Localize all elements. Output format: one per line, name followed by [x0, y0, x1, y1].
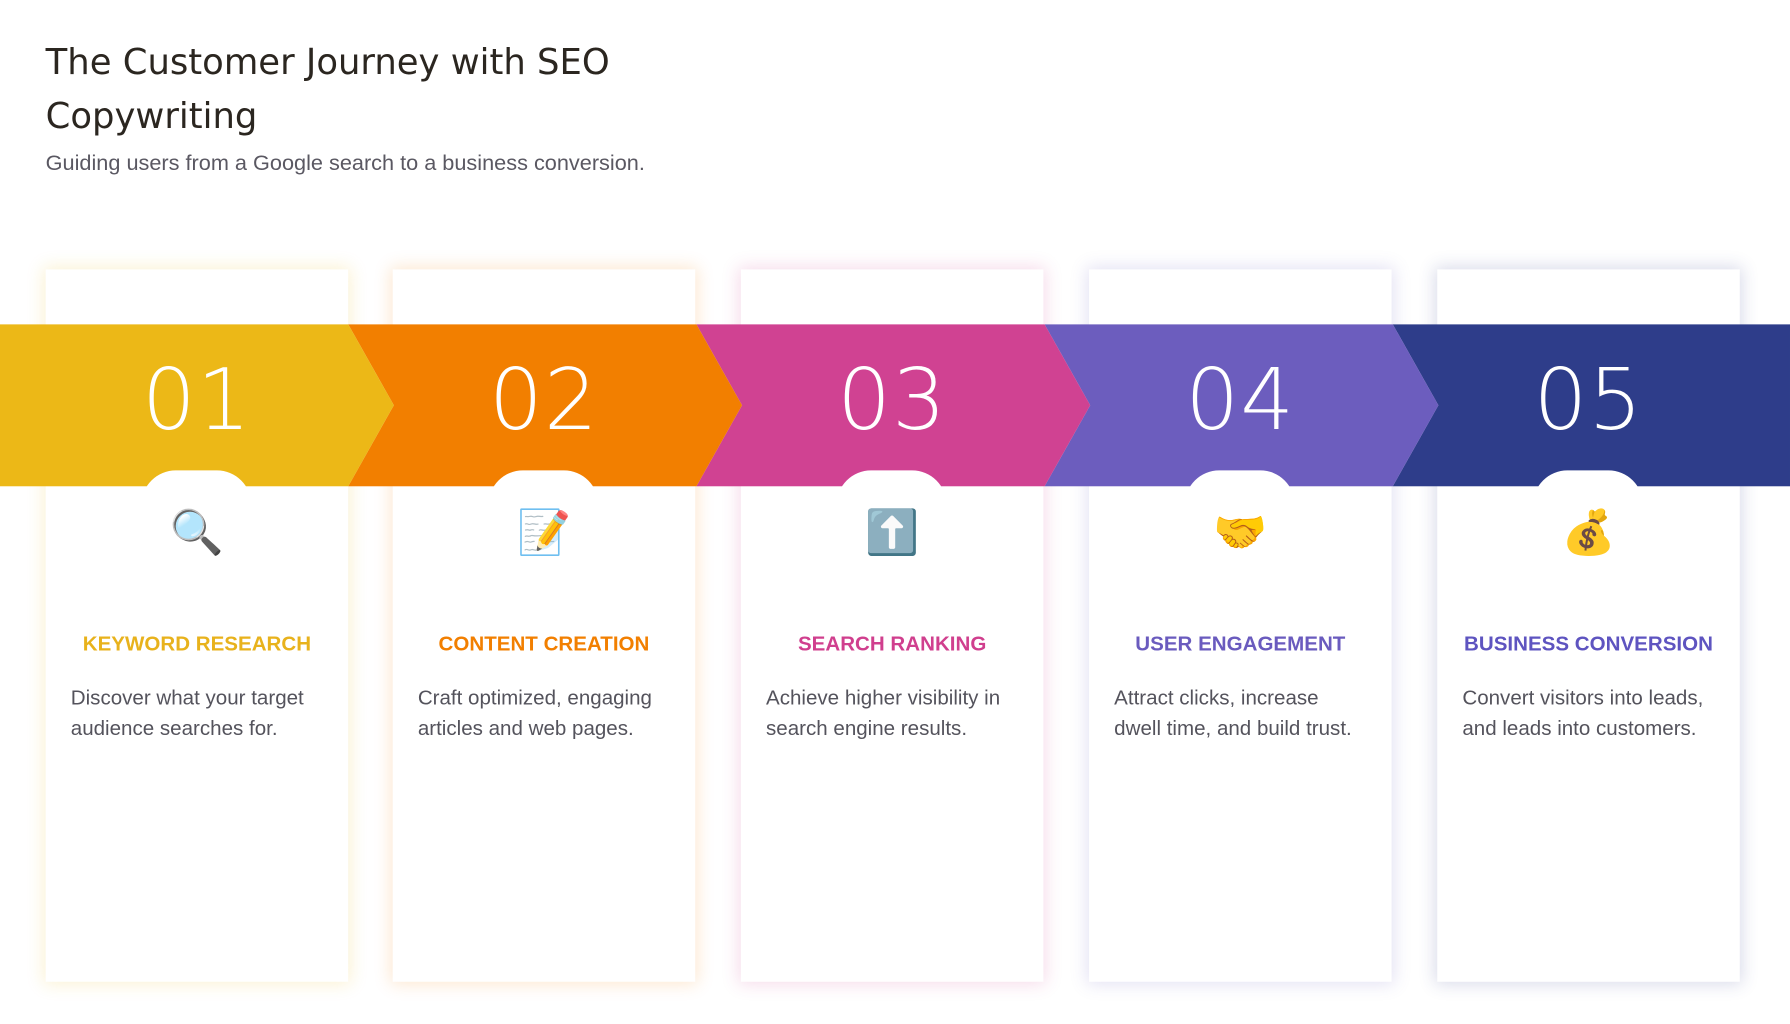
chevron-segment [0, 324, 394, 487]
chevron-segment [1392, 324, 1790, 487]
icon-bump [836, 470, 947, 505]
step-title: CONTENT CREATION [438, 632, 650, 656]
step-description: Craft optimized, engaging articles and w… [417, 686, 652, 740]
step-description: Convert visitors into leads, and leads i… [1462, 686, 1704, 740]
icon-bump [1533, 470, 1643, 505]
step-title: USER ENGAGEMENT [1135, 632, 1346, 656]
page-title: The Customer Journey with SEO Copywritin… [45, 42, 610, 137]
step-number: 02 [489, 351, 599, 450]
up-arrow-icon: ⬆️ [865, 509, 920, 558]
page-subtitle: Guiding users from a Google search to a … [45, 151, 645, 176]
money-bag-icon: 💰 [1561, 509, 1616, 558]
icon-bump [141, 470, 252, 505]
step-title: KEYWORD RESEARCH [82, 632, 312, 656]
memo-pencil-icon: 📝 [516, 509, 571, 558]
step-number: 01 [142, 351, 252, 450]
step-description: Achieve higher visibility in search engi… [766, 686, 1001, 740]
magnifying-glass-icon: 🔍 [169, 509, 224, 558]
chevron-segment [348, 324, 743, 487]
chevron-band [0, 324, 1790, 487]
step-description: Discover what your target audience searc… [70, 686, 304, 740]
step-number: 04 [1185, 351, 1296, 450]
chevron-segment [1044, 324, 1439, 487]
step-description: Attract clicks, increase dwell time, and… [1114, 686, 1352, 740]
step-number: 05 [1533, 351, 1644, 450]
step-number: 03 [837, 351, 948, 450]
icon-bump [1184, 470, 1295, 505]
icon-bump [488, 470, 599, 505]
handshake-icon: 🤝 [1213, 509, 1268, 558]
chevron-segment [696, 324, 1091, 487]
step-title: BUSINESS CONVERSION [1464, 632, 1713, 656]
step-title: SEARCH RANKING [797, 632, 987, 656]
